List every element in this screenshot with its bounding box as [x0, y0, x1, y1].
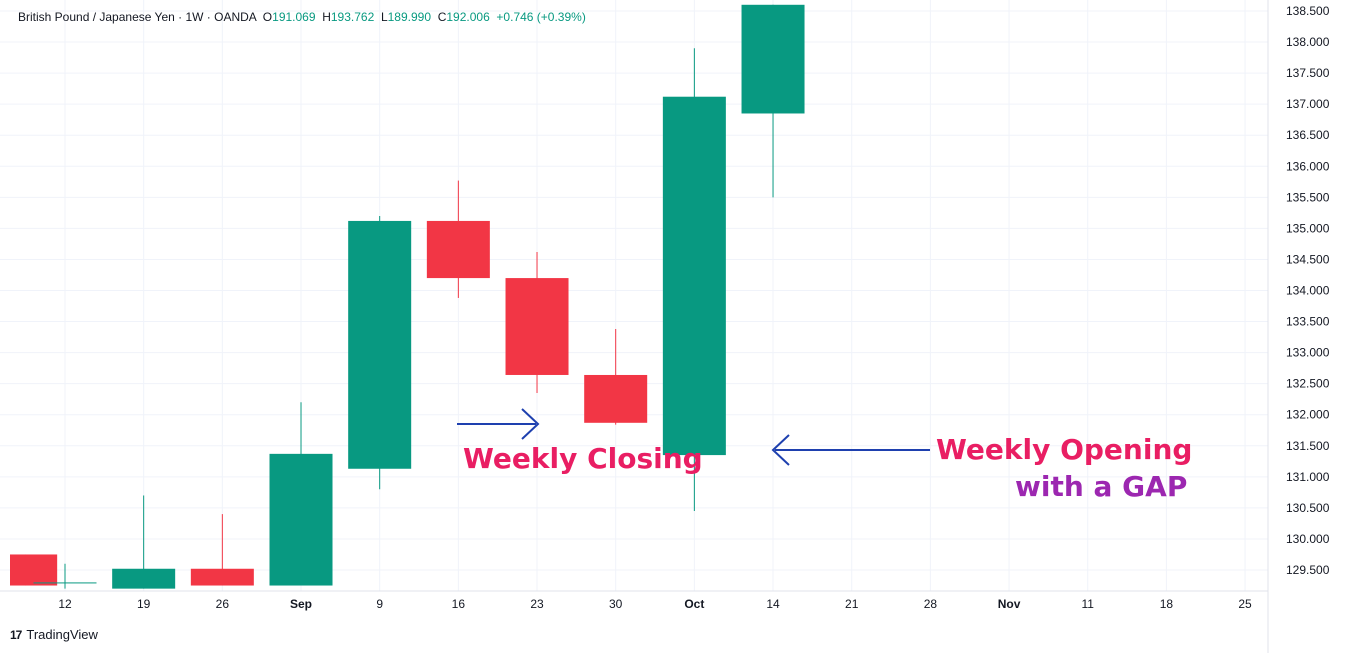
x-tick-label: 23 — [530, 597, 544, 611]
y-tick-label: 132.000 — [1286, 408, 1330, 422]
open-value: 191.069 — [272, 10, 316, 24]
candle[interactable] — [269, 402, 333, 586]
x-tick-label: 21 — [845, 597, 859, 611]
time-axis[interactable]: 12 19 26 Sep 9 16 23 30 Oct 14 21 28 Nov 11 18 25 — [58, 597, 1252, 611]
y-tick-label: 136.000 — [1286, 159, 1330, 173]
tradingview-logo-text: TradingView — [26, 627, 98, 642]
x-tick-label: 16 — [452, 597, 466, 611]
x-tick-label: 26 — [216, 597, 230, 611]
y-tick-label: 133.000 — [1286, 346, 1330, 360]
y-tick-label: 136.500 — [1286, 128, 1330, 142]
candle-body — [10, 554, 58, 586]
x-tick-label: 25 — [1238, 597, 1252, 611]
y-tick-label: 135.000 — [1286, 221, 1330, 235]
right-arrow-icon — [457, 408, 540, 440]
x-tick-label: Nov — [998, 597, 1021, 611]
y-tick-label: 132.500 — [1286, 377, 1330, 391]
candle-body — [348, 220, 412, 469]
candle-body — [112, 568, 176, 589]
high-value: 193.762 — [330, 10, 375, 24]
y-tick-label: 131.500 — [1286, 439, 1330, 453]
y-tick-label: 133.500 — [1286, 315, 1330, 329]
symbol-name[interactable]: British Pound / Japanese Yen · 1W · OAND… — [18, 10, 257, 24]
candle-body — [741, 4, 805, 114]
x-tick-label: 19 — [137, 597, 151, 611]
candle-body — [662, 96, 726, 456]
candle[interactable] — [426, 180, 490, 298]
x-tick-label: Sep — [290, 597, 312, 611]
candle-body — [269, 453, 333, 586]
tradingview-logo[interactable]: 17 TradingView — [10, 627, 98, 642]
weekly-closing-annotation: Weekly Closing — [463, 442, 703, 475]
left-arrow-icon — [771, 434, 930, 466]
low-label: L — [380, 10, 388, 24]
open-label: O — [262, 10, 273, 24]
x-tick-label: 14 — [766, 597, 780, 611]
high-label: H — [322, 10, 331, 24]
tradingview-logo-icon: 17 — [10, 627, 22, 642]
candle[interactable] — [10, 554, 58, 586]
candle[interactable] — [33, 563, 97, 589]
candle[interactable] — [662, 48, 726, 511]
close-label: C — [437, 10, 447, 24]
x-tick-label: 9 — [376, 597, 383, 611]
low-value: 189.990 — [387, 10, 432, 24]
x-tick-label: 28 — [924, 597, 938, 611]
weekly-opening-annotation: Weekly Opening — [936, 433, 1193, 466]
y-tick-label: 130.500 — [1286, 501, 1330, 515]
y-tick-label: 129.500 — [1286, 563, 1330, 577]
candle-body — [190, 568, 254, 586]
candle[interactable] — [348, 215, 412, 490]
y-tick-label: 138.000 — [1286, 35, 1330, 49]
with-gap-annotation: with a GAP — [1015, 470, 1188, 503]
candle[interactable] — [741, 4, 805, 198]
y-tick-label: 137.500 — [1286, 66, 1330, 80]
close-value: 192.006 — [446, 10, 490, 24]
x-tick-label: Oct — [684, 597, 704, 611]
x-tick-label: 12 — [58, 597, 72, 611]
candle[interactable] — [505, 251, 569, 393]
candle[interactable] — [584, 329, 648, 425]
candle-body — [426, 220, 490, 279]
candlesticks — [10, 4, 805, 589]
y-tick-label: 134.000 — [1286, 283, 1330, 297]
x-tick-label: 18 — [1160, 597, 1174, 611]
candle[interactable] — [112, 495, 176, 589]
y-tick-label: 138.500 — [1286, 4, 1330, 18]
candle-body — [33, 582, 97, 584]
candle[interactable] — [190, 514, 254, 586]
x-tick-label: 11 — [1081, 597, 1094, 611]
y-tick-label: 134.500 — [1286, 252, 1330, 266]
change-value: +0.746 (+0.39%) — [496, 10, 586, 24]
axis-lines — [0, 0, 1269, 653]
y-tick-label: 131.000 — [1286, 470, 1330, 484]
x-tick-label: 30 — [609, 597, 623, 611]
candle-body — [584, 374, 648, 423]
y-tick-label: 135.500 — [1286, 190, 1330, 204]
price-axis[interactable]: 129.500 130.000 130.500 131.000 131.500 132.0… — [1286, 4, 1330, 577]
symbol-legend: British Pound / Japanese Yen · 1W · OAND… — [18, 10, 586, 24]
candle-body — [505, 278, 569, 375]
y-tick-label: 137.000 — [1286, 97, 1330, 111]
y-tick-label: 130.000 — [1286, 532, 1330, 546]
